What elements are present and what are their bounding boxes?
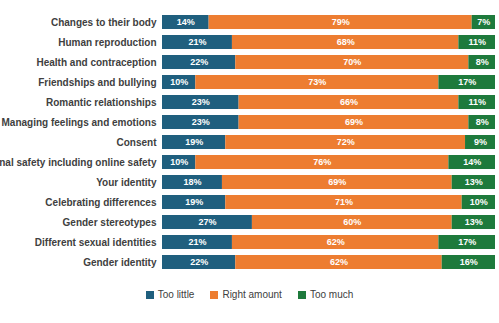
svg-text:62%: 62% (327, 237, 345, 247)
svg-text:18%: 18% (183, 177, 201, 187)
svg-text:23%: 23% (192, 117, 210, 127)
svg-text:21%: 21% (188, 237, 206, 247)
svg-text:13%: 13% (465, 217, 483, 227)
svg-text:21%: 21% (188, 37, 206, 47)
svg-text:16%: 16% (460, 257, 478, 267)
html-text:Too much: Too much (309, 289, 354, 300)
svg-text:Different sexual identities: Different sexual identities (35, 237, 157, 248)
svg-text:23%: 23% (192, 97, 210, 107)
svg-text:73%: 73% (308, 77, 326, 87)
svg-text:17%: 17% (458, 237, 476, 247)
svg-text:19%: 19% (185, 197, 203, 207)
svg-text:Your identity: Your identity (96, 177, 157, 188)
svg-text:Consent: Consent (117, 137, 158, 148)
svg-text:Health and contraception: Health and contraception (36, 57, 156, 68)
svg-text:Managing feelings and emotions: Managing feelings and emotions (1, 117, 156, 128)
svg-text:Personal safety including onli: Personal safety including online safety (0, 157, 157, 168)
svg-text:7%: 7% (477, 17, 490, 27)
svg-text:76%: 76% (313, 157, 331, 167)
svg-text:68%: 68% (337, 37, 355, 47)
svg-text:70%: 70% (343, 57, 361, 67)
svg-text:10%: 10% (170, 77, 188, 87)
svg-text:10%: 10% (170, 157, 188, 167)
svg-text:69%: 69% (345, 117, 363, 127)
svg-text:62%: 62% (330, 257, 348, 267)
svg-text:Human reproduction: Human reproduction (58, 37, 156, 48)
svg-text:22%: 22% (190, 57, 208, 67)
svg-text:60%: 60% (343, 217, 361, 227)
svg-text:13%: 13% (465, 177, 483, 187)
svg-text:11%: 11% (468, 97, 486, 107)
svg-text:66%: 66% (340, 97, 358, 107)
svg-text:9%: 9% (474, 137, 487, 147)
svg-text:Friendships and bullying: Friendships and bullying (38, 77, 156, 88)
svg-text:14%: 14% (177, 17, 195, 27)
svg-text:10%: 10% (470, 197, 488, 207)
svg-text:69%: 69% (328, 177, 346, 187)
svg-text:Celebrating differences: Celebrating differences (45, 197, 157, 208)
svg-text:8%: 8% (476, 57, 489, 67)
svg-text:11%: 11% (468, 37, 486, 47)
svg-text:17%: 17% (458, 77, 476, 87)
html-text:Right amount: Right amount (222, 289, 282, 300)
svg-text:72%: 72% (337, 137, 355, 147)
svg-text:8%: 8% (476, 117, 489, 127)
svg-text:Gender stereotypes: Gender stereotypes (63, 217, 157, 228)
svg-text:79%: 79% (332, 17, 350, 27)
svg-text:22%: 22% (190, 257, 208, 267)
svg-text:Changes to their body: Changes to their body (51, 17, 157, 28)
svg-text:Romantic relationships: Romantic relationships (46, 97, 157, 108)
svg-text:27%: 27% (198, 217, 216, 227)
html-text:Too little: Too little (157, 289, 195, 300)
svg-text:71%: 71% (335, 197, 353, 207)
svg-text:19%: 19% (185, 137, 203, 147)
svg-text:Gender identity: Gender identity (83, 257, 157, 268)
svg-text:14%: 14% (463, 157, 481, 167)
